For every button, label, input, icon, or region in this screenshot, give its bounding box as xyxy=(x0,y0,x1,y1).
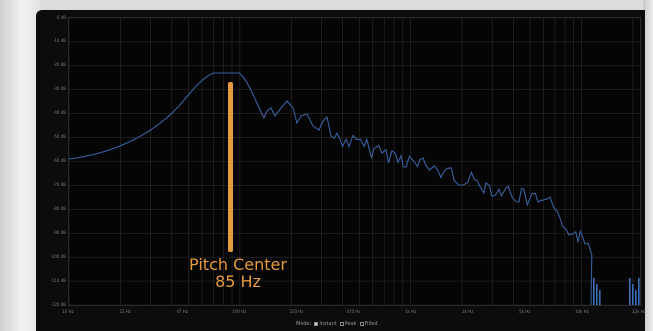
annotation-title: Pitch Center xyxy=(189,255,287,274)
spectrum-spike xyxy=(596,284,598,305)
y-tick-label: 0 dB xyxy=(56,14,66,20)
spectrum-spike xyxy=(638,278,640,305)
annotation-value: 85 Hz xyxy=(215,272,261,291)
spectrum-spike xyxy=(599,290,601,305)
mode-filled-option[interactable]: Filled xyxy=(359,321,378,327)
y-tick-label: -100 dB xyxy=(50,253,66,259)
y-tick-label: -30 dB xyxy=(52,86,66,92)
pitch-center-marker xyxy=(228,82,233,252)
x-tick-label: 5k Hz xyxy=(519,309,531,314)
spectrum-curve xyxy=(69,72,593,305)
instant-label: Instant xyxy=(319,321,337,327)
mode-label: Mode: xyxy=(296,321,312,327)
background-right xyxy=(643,0,653,331)
x-tick-label: 10k Hz xyxy=(574,309,589,314)
spectrum-spike xyxy=(593,278,595,305)
peak-label: Peak xyxy=(344,321,357,327)
x-tick-label: 2k Hz xyxy=(462,309,474,314)
y-tick-label: -110 dB xyxy=(50,277,66,283)
x-tick-label: 100 Hz xyxy=(232,309,247,314)
x-tick-label: 22k Hz xyxy=(632,309,646,314)
filled-label: Filled xyxy=(364,321,378,327)
peak-checkbox[interactable] xyxy=(339,322,344,326)
spectrum-spike xyxy=(629,278,631,305)
y-tick-label: -80 dB xyxy=(52,205,66,211)
spectrum-spike xyxy=(635,290,637,305)
y-tick-label: -40 dB xyxy=(52,110,66,116)
pitch-center-annotation: Pitch Center 85 Hz xyxy=(176,256,300,290)
background-left xyxy=(0,0,40,331)
mode-instant-option[interactable]: Instant xyxy=(314,321,337,327)
x-tick-label: 47 Hz xyxy=(176,309,188,314)
spectrum-plot[interactable] xyxy=(68,17,641,306)
x-tick-label: 220 Hz xyxy=(289,309,304,314)
y-tick-label: -20 dB xyxy=(52,62,66,68)
y-tick-label: -120 dB xyxy=(50,301,66,307)
mode-bar: Mode: Instant Peak Filled xyxy=(296,319,414,329)
x-tick-label: 22 Hz xyxy=(119,309,131,314)
x-tick-label: 470 Hz xyxy=(346,309,361,314)
instant-checkbox[interactable] xyxy=(314,322,319,326)
filled-checkbox[interactable] xyxy=(359,322,364,326)
x-tick-label: 10 Hz xyxy=(62,309,74,314)
y-tick-label: -50 dB xyxy=(52,134,66,140)
x-tick-label: 1k Hz xyxy=(404,309,417,314)
mode-peak-option[interactable]: Peak xyxy=(339,321,357,327)
spectrum-graph xyxy=(69,18,640,305)
y-tick-label: -90 dB xyxy=(52,229,66,235)
y-tick-label: -10 dB xyxy=(52,38,66,44)
y-tick-label: -60 dB xyxy=(52,158,66,163)
y-tick-label: -70 dB xyxy=(52,181,66,187)
spectrum-spike xyxy=(632,284,634,305)
